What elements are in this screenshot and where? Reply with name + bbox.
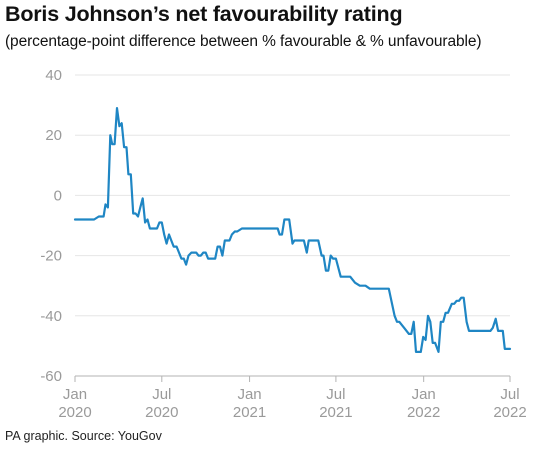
x-tick-label-month: Jan <box>412 386 436 403</box>
source-note: PA graphic. Source: YouGov <box>5 429 162 443</box>
x-tick-label-year: 2020 <box>145 404 178 421</box>
y-tick-label: 20 <box>45 127 62 144</box>
chart-title: Boris Johnson’s net favourability rating <box>5 2 403 26</box>
x-tick-label-month: Jul <box>500 386 519 403</box>
series-layer <box>73 107 512 353</box>
y-tick-label: 40 <box>45 67 62 84</box>
series-line <box>73 107 512 353</box>
y-tick-label: 0 <box>54 187 62 204</box>
x-tick-label-month: Jan <box>63 386 87 403</box>
x-tick-label-year: 2022 <box>407 404 440 421</box>
chart-subtitle: (percentage-point difference between % f… <box>5 33 482 50</box>
tick-labels: 40200-20-40-60Jan2020Jul2020Jan2021Jul20… <box>40 67 526 421</box>
y-tick-label: -40 <box>40 308 62 325</box>
x-tick-label-year: 2021 <box>319 404 352 421</box>
axes <box>74 375 511 382</box>
y-tick-label: -20 <box>40 248 62 265</box>
x-tick-label-year: 2020 <box>58 404 91 421</box>
y-tick-label: -60 <box>40 368 62 385</box>
x-tick-label-month: Jul <box>152 386 171 403</box>
x-tick-label-year: 2021 <box>233 404 266 421</box>
gridlines <box>75 74 510 317</box>
x-tick-label-month: Jan <box>237 386 261 403</box>
x-tick-label-month: Jul <box>326 386 345 403</box>
x-tick-label-year: 2022 <box>493 404 526 421</box>
